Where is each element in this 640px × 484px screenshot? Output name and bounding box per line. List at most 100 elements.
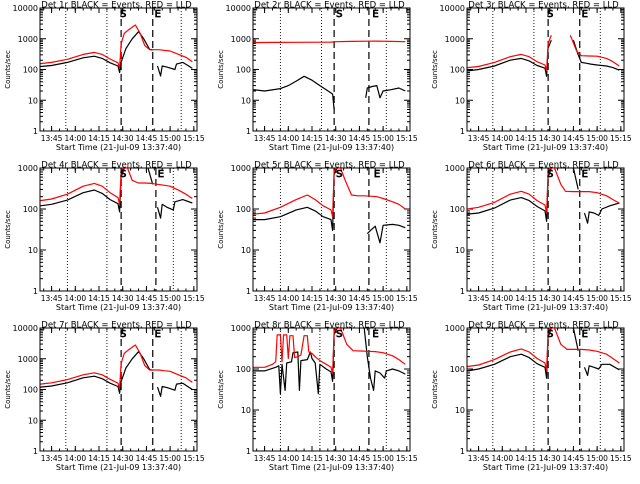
x-tick-label: 15:00 xyxy=(159,454,181,463)
y-tick-label: 1 xyxy=(246,287,251,296)
x-tick-label: 14:00 xyxy=(64,454,86,463)
e-marker-label: E xyxy=(372,329,378,340)
x-tick-label: 14:30 xyxy=(112,454,134,463)
x-tick-label: 13:45 xyxy=(41,454,63,463)
e-marker-label: E xyxy=(582,169,588,180)
series-line-events xyxy=(253,168,406,244)
series-group xyxy=(40,168,193,219)
panel-det-5: Det 5r BLACK = Events, RED = LLD 1 10 100 10… xyxy=(217,161,418,313)
e-marker-label: E xyxy=(158,169,164,180)
x-tick-label: 13:45 xyxy=(468,454,490,463)
x-tick-label: 14:30 xyxy=(539,454,561,463)
panel-det-2: Det 2r BLACK = Events, RED = LLD 1 10 100 10… xyxy=(217,1,418,153)
x-axis: 13:45 14:00 14:15 14:30 14:45 15:00 15:15 xyxy=(468,168,632,303)
panel-title: Det 4r BLACK = Events, RED = LLD xyxy=(41,161,192,171)
series-line-events xyxy=(467,39,620,77)
series-line-events xyxy=(40,351,193,397)
x-tick-label: 14:30 xyxy=(539,134,561,143)
x-tick-label: 15:00 xyxy=(372,454,394,463)
x-axis-label: Start Time (21-Jul-09 13:37:40) xyxy=(269,463,394,472)
panel-title: Det 3r BLACK = Events, RED = LLD xyxy=(468,1,619,11)
x-tick-label: 13:45 xyxy=(254,134,276,143)
series-group xyxy=(467,34,620,77)
x-tick-label: 14:45 xyxy=(136,134,158,143)
panel-title: Det 5r BLACK = Events, RED = LLD xyxy=(254,161,405,171)
x-axis-label: Start Time (21-Jul-09 13:37:40) xyxy=(56,303,181,312)
x-tick-label: 14:15 xyxy=(515,454,537,463)
y-axis-label: Counts/sec xyxy=(431,210,439,249)
x-axis-label: Start Time (21-Jul-09 13:37:40) xyxy=(56,463,181,472)
s-marker-label: S xyxy=(120,329,126,340)
x-tick-label: 14:00 xyxy=(491,454,513,463)
y-axis: 1 10 100 1000 10000 xyxy=(440,4,624,136)
y-tick-label: 10000 xyxy=(13,324,38,333)
x-tick-label: 14:45 xyxy=(563,134,585,143)
series-group xyxy=(467,328,620,379)
y-axis-label: Counts/sec xyxy=(431,370,439,409)
y-tick-label: 1000 xyxy=(231,164,251,173)
plot-frame xyxy=(466,327,625,452)
series-line-lld xyxy=(40,24,193,69)
s-marker-label: S xyxy=(120,9,126,20)
x-axis-label: Start Time (21-Jul-09 13:37:40) xyxy=(483,303,608,312)
y-axis-label: Counts/sec xyxy=(4,370,12,409)
s-marker-label: S xyxy=(547,329,553,340)
x-axis: 13:45 14:00 14:15 14:30 14:45 15:00 15:15 xyxy=(41,168,205,303)
y-axis-label: Counts/sec xyxy=(217,370,225,409)
y-tick-label: 100 xyxy=(450,365,465,374)
panel-det-8: Det 8r BLACK = Events, RED = LLD 1 10 100 10… xyxy=(217,321,418,473)
y-tick-label: 10000 xyxy=(13,4,38,13)
x-tick-label: 13:45 xyxy=(254,294,276,303)
e-marker-label: E xyxy=(155,329,161,340)
y-tick-label: 1000 xyxy=(18,35,38,44)
y-tick-label: 100 xyxy=(23,205,38,214)
x-tick-label: 14:15 xyxy=(88,454,110,463)
panel-det-9: Det 9r BLACK = Events, RED = LLD 1 10 100 10… xyxy=(431,321,632,473)
x-axis-label: Start Time (21-Jul-09 13:37:40) xyxy=(483,143,608,152)
plot-frame xyxy=(39,167,198,292)
y-tick-label: 1000 xyxy=(18,355,38,364)
y-axis: 1 10 100 1000 xyxy=(445,164,624,296)
x-tick-label: 14:00 xyxy=(64,134,86,143)
series-group xyxy=(467,168,620,224)
series-line-events xyxy=(253,328,406,395)
x-tick-label: 13:45 xyxy=(468,134,490,143)
y-axis: 1 10 100 1000 xyxy=(445,324,624,456)
x-tick-label: 14:45 xyxy=(349,454,371,463)
x-tick-label: 14:45 xyxy=(349,134,371,143)
x-axis: 13:45 14:00 14:15 14:30 14:45 15:00 15:15 xyxy=(468,8,632,143)
plot-frame xyxy=(252,327,411,452)
x-tick-label: 14:00 xyxy=(491,134,513,143)
e-marker-label: E xyxy=(372,9,378,20)
x-tick-label: 14:15 xyxy=(88,294,110,303)
y-tick-label: 100 xyxy=(23,66,38,75)
x-axis-label: Start Time (21-Jul-09 13:37:40) xyxy=(269,143,394,152)
e-marker-label: E xyxy=(582,329,588,340)
plot-frame xyxy=(466,167,625,292)
x-tick-label: 14:15 xyxy=(301,454,323,463)
x-tick-label: 15:00 xyxy=(586,134,608,143)
x-tick-label: 13:45 xyxy=(468,294,490,303)
y-tick-label: 1000 xyxy=(18,164,38,173)
panel-det-4: Det 4r BLACK = Events, RED = LLD 1 10 100 10… xyxy=(4,161,205,313)
s-marker-label: S xyxy=(547,169,553,180)
x-axis-label: Start Time (21-Jul-09 13:37:40) xyxy=(483,463,608,472)
series-line-events xyxy=(467,328,620,379)
x-tick-label: 14:00 xyxy=(277,134,299,143)
series-group xyxy=(253,328,406,395)
y-tick-label: 10 xyxy=(28,246,38,255)
series-line-events xyxy=(40,31,193,77)
x-tick-label: 15:15 xyxy=(183,134,205,143)
y-tick-label: 10000 xyxy=(440,4,465,13)
x-tick-label: 14:30 xyxy=(325,454,347,463)
y-tick-label: 100 xyxy=(23,386,38,395)
x-tick-label: 14:15 xyxy=(515,294,537,303)
x-tick-label: 13:45 xyxy=(41,294,63,303)
x-tick-label: 14:45 xyxy=(136,454,158,463)
